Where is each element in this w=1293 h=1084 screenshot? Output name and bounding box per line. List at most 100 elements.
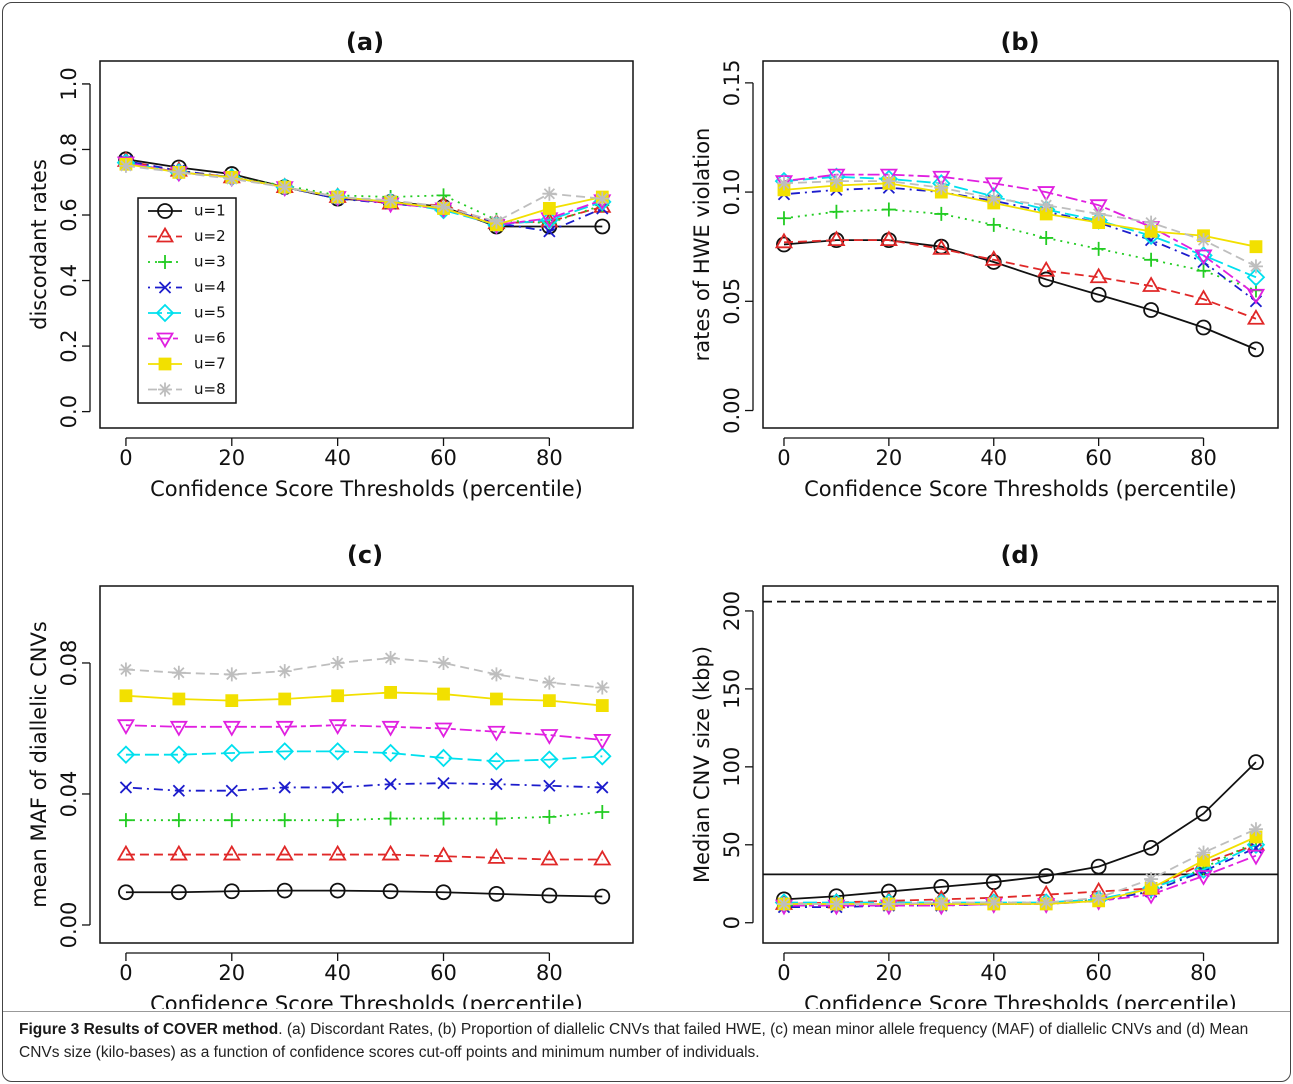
data-point (224, 813, 239, 828)
data-point (331, 781, 344, 794)
data-point (328, 742, 347, 761)
data-point (1038, 271, 1055, 288)
series-line (783, 854, 1257, 907)
y-tick-label: 100 (720, 747, 744, 787)
data-point (489, 667, 504, 682)
data-point (593, 734, 612, 750)
legend-marker (155, 226, 175, 243)
data-point (879, 230, 898, 247)
legend-label: u=6 (194, 329, 226, 347)
plot-frame (762, 585, 1279, 944)
x-tick-label: 20 (218, 961, 245, 985)
data-point (594, 888, 611, 905)
data-point (1144, 252, 1159, 267)
data-point (116, 719, 135, 735)
data-point (169, 720, 188, 737)
data-point (434, 748, 453, 768)
legend-label: u=8 (194, 380, 226, 398)
series-line (125, 164, 603, 223)
data-point (383, 811, 398, 826)
data-point (827, 230, 846, 247)
data-point (225, 784, 238, 797)
y-tick-label: 200 (720, 591, 744, 631)
legend-marker (158, 281, 172, 294)
legend-label: u=1 (194, 202, 226, 220)
caption-text: . (a) Discordant Rates, (b) Proportion o… (19, 1021, 1249, 1061)
chart-grid: (a) 0 20 40 60 80 Confidence Score Thresholds … (27, 28, 1279, 1009)
data-point (490, 778, 503, 791)
legend-box (137, 197, 237, 404)
data-point (932, 239, 951, 255)
data-point (437, 687, 450, 701)
data-point (1196, 233, 1211, 248)
y-tick-label: 0.2 (57, 329, 81, 362)
data-point (436, 811, 451, 826)
y-tick-label: 0.05 (720, 278, 744, 325)
series-line (783, 843, 1257, 904)
y-axis-label: Median CNV size (kbp) (690, 646, 714, 883)
data-point (986, 191, 1001, 206)
data-point (1246, 288, 1266, 305)
legend-marker (158, 255, 172, 269)
x-tick-label: 20 (875, 446, 902, 470)
data-point (223, 883, 240, 900)
data-point (1089, 267, 1108, 284)
data-point (933, 878, 950, 895)
data-point (542, 675, 557, 690)
data-point (1249, 240, 1263, 254)
data-point (986, 895, 1001, 910)
series-line (783, 828, 1257, 905)
data-point (275, 742, 294, 761)
series-line (125, 750, 603, 763)
x-axis-label: Confidence Score Thresholds (percentile) (804, 477, 1237, 501)
chart-title: (c) (347, 541, 383, 569)
data-point (543, 225, 556, 238)
data-point (118, 884, 134, 901)
data-point (1246, 849, 1266, 866)
data-point (381, 844, 400, 861)
data-point (881, 202, 896, 217)
data-point (487, 725, 506, 742)
data-point (277, 664, 292, 679)
data-point (1089, 199, 1108, 215)
data-point (171, 165, 186, 180)
data-point (1194, 860, 1213, 880)
data-point (169, 745, 189, 764)
data-point (119, 781, 133, 794)
series-line (783, 186, 1257, 303)
data-point (1144, 882, 1158, 895)
data-point (224, 171, 239, 186)
data-point (1248, 341, 1264, 358)
data-point (881, 174, 896, 189)
data-point (169, 844, 188, 861)
y-tick-label: 0.0 (57, 395, 81, 428)
series-line (125, 691, 603, 707)
series-line (783, 239, 1257, 320)
series-line (783, 208, 1257, 292)
data-point (541, 887, 558, 904)
data-point (434, 722, 453, 739)
data-point (275, 720, 294, 737)
data-point (1090, 858, 1107, 875)
data-point (436, 199, 451, 214)
y-tick-label: 0 (720, 916, 744, 929)
x-tick-label: 80 (536, 446, 563, 470)
data-point (543, 779, 556, 792)
data-point (1246, 308, 1266, 325)
data-point (1248, 754, 1264, 771)
y-tick-label: 0.4 (57, 264, 81, 297)
x-tick-label: 40 (980, 961, 1007, 985)
data-point (776, 236, 792, 253)
data-point (1144, 215, 1159, 230)
data-point (381, 743, 400, 763)
series-line (783, 175, 1257, 279)
x-tick-label: 0 (777, 961, 790, 985)
data-point (776, 897, 791, 912)
data-point (1248, 822, 1263, 837)
data-point (1248, 259, 1263, 274)
x-tick-label: 60 (430, 446, 457, 470)
data-point (1143, 302, 1159, 318)
y-tick-label: 0.04 (57, 771, 81, 818)
data-point (1194, 289, 1213, 306)
data-point (382, 883, 399, 900)
